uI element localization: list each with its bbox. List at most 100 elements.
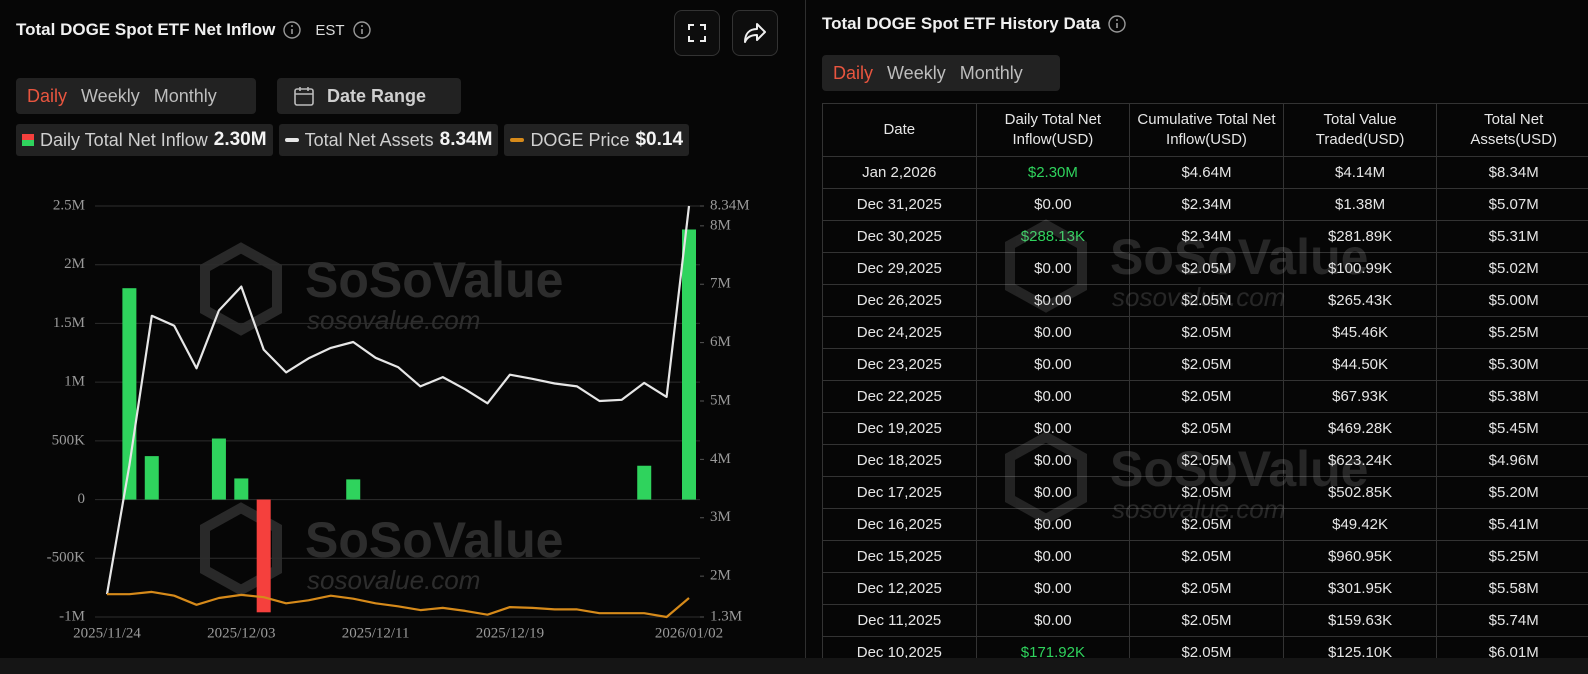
x-tick-label: 2025/12/03 — [207, 625, 275, 641]
table-row: Dec 19,2025 $0.00 $2.05M $469.28K $5.45M — [822, 412, 1588, 445]
x-tick-label: 2025/12/19 — [476, 625, 544, 641]
watermark-url: sosovalue.com — [307, 565, 480, 595]
table-cell: $5.25M — [1436, 316, 1588, 349]
table-row: Dec 15,2025 $0.00 $2.05M $960.95K $5.25M — [822, 540, 1588, 573]
history-tabs: Daily Weekly Monthly — [822, 55, 1060, 91]
legend-value: $0.14 — [635, 129, 684, 150]
table-cell: Dec 18,2025 — [822, 444, 977, 477]
table-cell: $5.45M — [1436, 412, 1588, 445]
y2-tick-label: 8M — [710, 217, 731, 233]
line — [107, 590, 690, 619]
tab[interactable]: Monthly — [153, 85, 217, 106]
table-cell: $0.00 — [975, 252, 1131, 285]
bar — [682, 229, 696, 500]
legend: Daily Total Net Inflow 2.30M Total Net A… — [16, 124, 690, 156]
table-cell: $45.46K — [1282, 316, 1438, 349]
table-cell: $2.05M — [1129, 476, 1284, 509]
tab[interactable]: Weekly — [887, 62, 946, 83]
table-row: Dec 30,2025 $288.13K $2.34M $281.89K $5.31M — [822, 220, 1588, 253]
tab[interactable]: Daily — [27, 85, 68, 106]
table-cell: $2.05M — [1129, 636, 1284, 658]
table-cell: $49.42K — [1282, 508, 1438, 541]
header-row: Date Daily Total Net Inflow(USD) Cumulativ… — [822, 103, 1588, 157]
legend-value: 2.30M — [213, 129, 267, 150]
legend-item[interactable]: Daily Total Net Inflow 2.30M — [16, 124, 273, 156]
share-button[interactable] — [732, 10, 778, 56]
table-cell: $0.00 — [975, 348, 1131, 381]
watermark-brand: SoSoValue — [305, 252, 563, 308]
y-tick-label: -1M — [59, 608, 85, 624]
table-cell: $5.20M — [1436, 476, 1588, 509]
y2-tick-label: 7M — [710, 276, 731, 292]
legend-item[interactable]: DOGE Price $0.14 — [504, 124, 690, 156]
history-title: Total DOGE Spot ETF History Data — [822, 14, 1101, 33]
table-cell: $5.25M — [1436, 540, 1588, 573]
fullscreen-button[interactable] — [674, 10, 720, 56]
watermark-brand: SoSoValue — [305, 512, 563, 568]
bar — [637, 465, 652, 500]
table-cell: Dec 30,2025 — [822, 220, 977, 253]
info-icon[interactable] — [352, 21, 371, 39]
table-row: Dec 18,2025 $0.00 $2.05M $623.24K $4.96M — [822, 444, 1588, 477]
table-cell: $265.43K — [1282, 284, 1438, 317]
legend-label: Daily Total Net Inflow — [40, 129, 208, 150]
y2-tick-label: 6M — [710, 334, 731, 350]
timezone[interactable]: EST — [315, 21, 345, 39]
tab[interactable]: Monthly — [959, 62, 1023, 83]
tab[interactable]: Weekly — [81, 85, 140, 106]
legend-item[interactable]: Total Net Assets 8.34M — [278, 124, 499, 156]
table-cell: $0.00 — [975, 572, 1131, 605]
legend-value: 8.34M — [439, 129, 493, 150]
y-tick-label: 500K — [52, 432, 86, 448]
table-cell: $1.38M — [1282, 188, 1438, 221]
table-cell: $2.05M — [1129, 540, 1284, 573]
table-cell: $2.05M — [1129, 412, 1284, 445]
table-cell: $2.05M — [1129, 380, 1284, 413]
y-tick-label: 2.5M — [53, 197, 85, 213]
table-cell: $288.13K — [975, 220, 1131, 253]
table-row: Dec 12,2025 $0.00 $2.05M $301.95K $5.58M — [822, 572, 1588, 605]
table-cell: Jan 2,2026 — [822, 156, 977, 189]
table-cell: $0.00 — [975, 604, 1131, 637]
table-cell: $4.14M — [1282, 156, 1438, 189]
table-row: Dec 23,2025 $0.00 $2.05M $44.50K $5.30M — [822, 348, 1588, 381]
info-icon[interactable] — [1108, 15, 1127, 33]
column-header: Total Net Assets(USD) — [1436, 103, 1588, 157]
y2-tick-label: 4M — [710, 451, 731, 467]
table-cell: Dec 15,2025 — [822, 540, 977, 573]
table-cell: $100.99K — [1282, 252, 1438, 285]
info-icon[interactable] — [283, 21, 302, 39]
date-range-button[interactable]: Date Range — [277, 78, 461, 114]
y2-tick-label: 1.3M — [710, 608, 742, 624]
table-cell: $960.95K — [1282, 540, 1438, 573]
table-cell: $67.93K — [1282, 380, 1438, 413]
table-cell: $0.00 — [975, 476, 1131, 509]
y-tick-label: 1.5M — [53, 315, 85, 331]
table-cell: $0.00 — [975, 540, 1131, 573]
table-cell: $2.05M — [1129, 444, 1284, 477]
table-row: Dec 24,2025 $0.00 $2.05M $45.46K $5.25M — [822, 316, 1588, 349]
tab[interactable]: Daily — [833, 62, 874, 83]
table-cell: $2.05M — [1129, 508, 1284, 541]
x-tick-label: 2025/11/24 — [73, 625, 141, 641]
table-cell: $502.85K — [1282, 476, 1438, 509]
column-header: Daily Total Net Inflow(USD) — [975, 103, 1131, 157]
table-cell: $5.38M — [1436, 380, 1588, 413]
y2-tick-label: 3M — [710, 509, 731, 525]
table-cell: $0.00 — [975, 508, 1131, 541]
table-row: Dec 26,2025 $0.00 $2.05M $265.43K $5.00M — [822, 284, 1588, 317]
table-cell: $44.50K — [1282, 348, 1438, 381]
table-cell: $8.34M — [1436, 156, 1588, 189]
column-header: Date — [822, 103, 977, 157]
bar — [122, 288, 137, 500]
table-cell: $2.05M — [1129, 252, 1284, 285]
bar — [211, 438, 226, 500]
table-cell: $0.00 — [975, 316, 1131, 349]
y2-tick-label: 5M — [710, 392, 731, 408]
table-cell: $5.41M — [1436, 508, 1588, 541]
table-cell: $281.89K — [1282, 220, 1438, 253]
table-cell: $469.28K — [1282, 412, 1438, 445]
table-cell: Dec 17,2025 — [822, 476, 977, 509]
table-cell: $125.10K — [1282, 636, 1438, 658]
table-row: Jan 2,2026 $2.30M $4.64M $4.14M $8.34M — [822, 156, 1588, 189]
